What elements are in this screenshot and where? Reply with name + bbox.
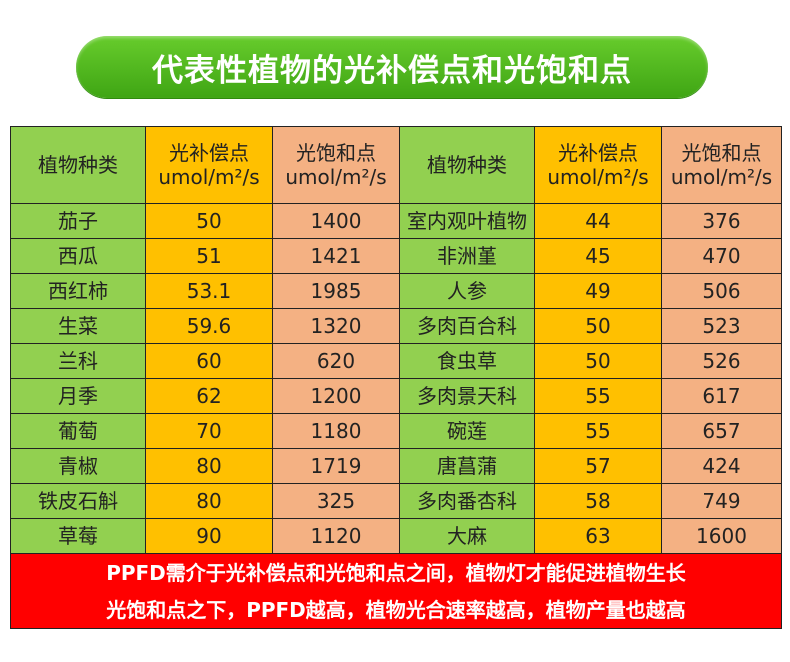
saturation-point-cell: 617 [661,378,782,414]
plant-name-cell: 青椒 [10,448,146,484]
plant-name-cell: 碗莲 [399,413,535,449]
plant-name-cell: 食虫草 [399,343,535,379]
saturation-point-cell: 1120 [272,518,400,554]
compensation-point-cell: 59.6 [145,308,273,344]
saturation-point-cell: 523 [661,308,782,344]
saturation-point-cell: 526 [661,343,782,379]
title-banner: 代表性植物的光补偿点和光饱和点 [76,36,708,98]
compensation-point-cell: 44 [534,203,662,239]
compensation-point-cell: 55 [534,413,662,449]
plant-light-table: 植物种类 光补偿点 umol/m²/s 光饱和点 umol/m²/s 植物种类 … [10,126,782,629]
plant-name-cell: 茄子 [10,203,146,239]
header-name-left: 植物种类 [10,126,146,204]
compensation-point-cell: 90 [145,518,273,554]
saturation-point-cell: 1400 [272,203,400,239]
saturation-point-cell: 506 [661,273,782,309]
table-row: 西瓜 51 1421 非洲堇 45 470 [10,238,782,274]
header-comp-label: 光补偿点 [169,141,249,165]
header-row: 植物种类 光补偿点 umol/m²/s 光饱和点 umol/m²/s 植物种类 … [10,126,782,204]
compensation-point-cell: 50 [145,203,273,239]
footer-note-1: PPFD需介于光补偿点和光饱和点之间，植物灯才能促进植物生长 [10,553,782,591]
header-comp-right: 光补偿点 umol/m²/s [534,126,662,204]
compensation-point-cell: 70 [145,413,273,449]
plant-name-cell: 兰科 [10,343,146,379]
table-row: 草莓 90 1120 大麻 63 1600 [10,518,782,554]
header-sat-label: 光饱和点 [296,141,376,165]
plant-name-cell: 多肉番杏科 [399,483,535,519]
saturation-point-cell: 1320 [272,308,400,344]
footer-row-2: 光饱和点之下，PPFD越高，植物光合速率越高，植物产量也越高 [10,591,782,629]
header-comp-unit: umol/m²/s [158,165,260,189]
table-row: 铁皮石斛 80 325 多肉番杏科 58 749 [10,483,782,519]
table-row: 生菜 59.6 1320 多肉百合科 50 523 [10,308,782,344]
saturation-point-cell: 1719 [272,448,400,484]
saturation-point-cell: 620 [272,343,400,379]
saturation-point-cell: 376 [661,203,782,239]
compensation-point-cell: 50 [534,343,662,379]
header-comp-unit: umol/m²/s [547,165,649,189]
table-row: 茄子 50 1400 室内观叶植物 44 376 [10,203,782,239]
header-name-right: 植物种类 [399,126,535,204]
saturation-point-cell: 657 [661,413,782,449]
header-comp-left: 光补偿点 umol/m²/s [145,126,273,204]
table-row: 月季 62 1200 多肉景天科 55 617 [10,378,782,414]
compensation-point-cell: 49 [534,273,662,309]
compensation-point-cell: 45 [534,238,662,274]
compensation-point-cell: 58 [534,483,662,519]
header-sat-unit: umol/m²/s [285,165,387,189]
plant-name-cell: 室内观叶植物 [399,203,535,239]
compensation-point-cell: 60 [145,343,273,379]
plant-name-cell: 多肉百合科 [399,308,535,344]
plant-name-cell: 人参 [399,273,535,309]
saturation-point-cell: 470 [661,238,782,274]
plant-name-cell: 非洲堇 [399,238,535,274]
compensation-point-cell: 51 [145,238,273,274]
plant-name-cell: 大麻 [399,518,535,554]
compensation-point-cell: 80 [145,483,273,519]
header-sat-right: 光饱和点 umol/m²/s [661,126,782,204]
table-row: 西红柿 53.1 1985 人参 49 506 [10,273,782,309]
plant-name-cell: 西瓜 [10,238,146,274]
page-title: 代表性植物的光补偿点和光饱和点 [152,52,632,89]
compensation-point-cell: 62 [145,378,273,414]
plant-name-cell: 西红柿 [10,273,146,309]
plant-name-cell: 唐菖蒲 [399,448,535,484]
header-sat-left: 光饱和点 umol/m²/s [272,126,400,204]
saturation-point-cell: 749 [661,483,782,519]
compensation-point-cell: 53.1 [145,273,273,309]
saturation-point-cell: 325 [272,483,400,519]
header-sat-label: 光饱和点 [681,141,762,165]
compensation-point-cell: 55 [534,378,662,414]
plant-name-cell: 生菜 [10,308,146,344]
saturation-point-cell: 424 [661,448,782,484]
plant-name-cell: 月季 [10,378,146,414]
compensation-point-cell: 50 [534,308,662,344]
footer-row-1: PPFD需介于光补偿点和光饱和点之间，植物灯才能促进植物生长 [10,553,782,591]
table-row: 兰科 60 620 食虫草 50 526 [10,343,782,379]
compensation-point-cell: 57 [534,448,662,484]
saturation-point-cell: 1985 [272,273,400,309]
footer-note-2: 光饱和点之下，PPFD越高，植物光合速率越高，植物产量也越高 [10,591,782,629]
saturation-point-cell: 1600 [661,518,782,554]
table-row: 葡萄 70 1180 碗莲 55 657 [10,413,782,449]
plant-name-cell: 草莓 [10,518,146,554]
plant-name-cell: 葡萄 [10,413,146,449]
saturation-point-cell: 1180 [272,413,400,449]
plant-name-cell: 多肉景天科 [399,378,535,414]
header-comp-label: 光补偿点 [558,141,638,165]
plant-name-cell: 铁皮石斛 [10,483,146,519]
compensation-point-cell: 80 [145,448,273,484]
saturation-point-cell: 1200 [272,378,400,414]
table-row: 青椒 80 1719 唐菖蒲 57 424 [10,448,782,484]
compensation-point-cell: 63 [534,518,662,554]
saturation-point-cell: 1421 [272,238,400,274]
header-sat-unit: umol/m²/s [670,165,773,189]
